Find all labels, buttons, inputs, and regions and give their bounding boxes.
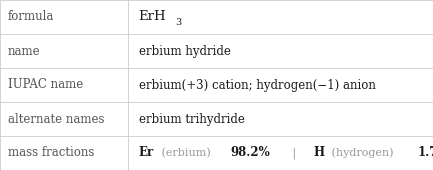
Text: IUPAC name: IUPAC name	[8, 79, 83, 91]
Text: |: |	[282, 147, 307, 159]
Text: erbium(+3) cation; hydrogen(−1) anion: erbium(+3) cation; hydrogen(−1) anion	[139, 79, 375, 91]
Text: mass fractions: mass fractions	[8, 147, 94, 159]
Text: 98.2%: 98.2%	[231, 147, 271, 159]
Text: Er: Er	[139, 147, 154, 159]
Text: ErH: ErH	[139, 11, 166, 23]
Text: erbium trihydride: erbium trihydride	[139, 113, 245, 125]
Text: 1.78%: 1.78%	[417, 147, 433, 159]
Text: (hydrogen): (hydrogen)	[328, 148, 397, 158]
Text: name: name	[8, 45, 40, 57]
Text: alternate names: alternate names	[8, 113, 104, 125]
Text: 3: 3	[175, 18, 182, 27]
Text: erbium hydride: erbium hydride	[139, 45, 230, 57]
Text: (erbium): (erbium)	[158, 148, 214, 158]
Text: H: H	[314, 147, 325, 159]
Text: formula: formula	[8, 11, 54, 23]
